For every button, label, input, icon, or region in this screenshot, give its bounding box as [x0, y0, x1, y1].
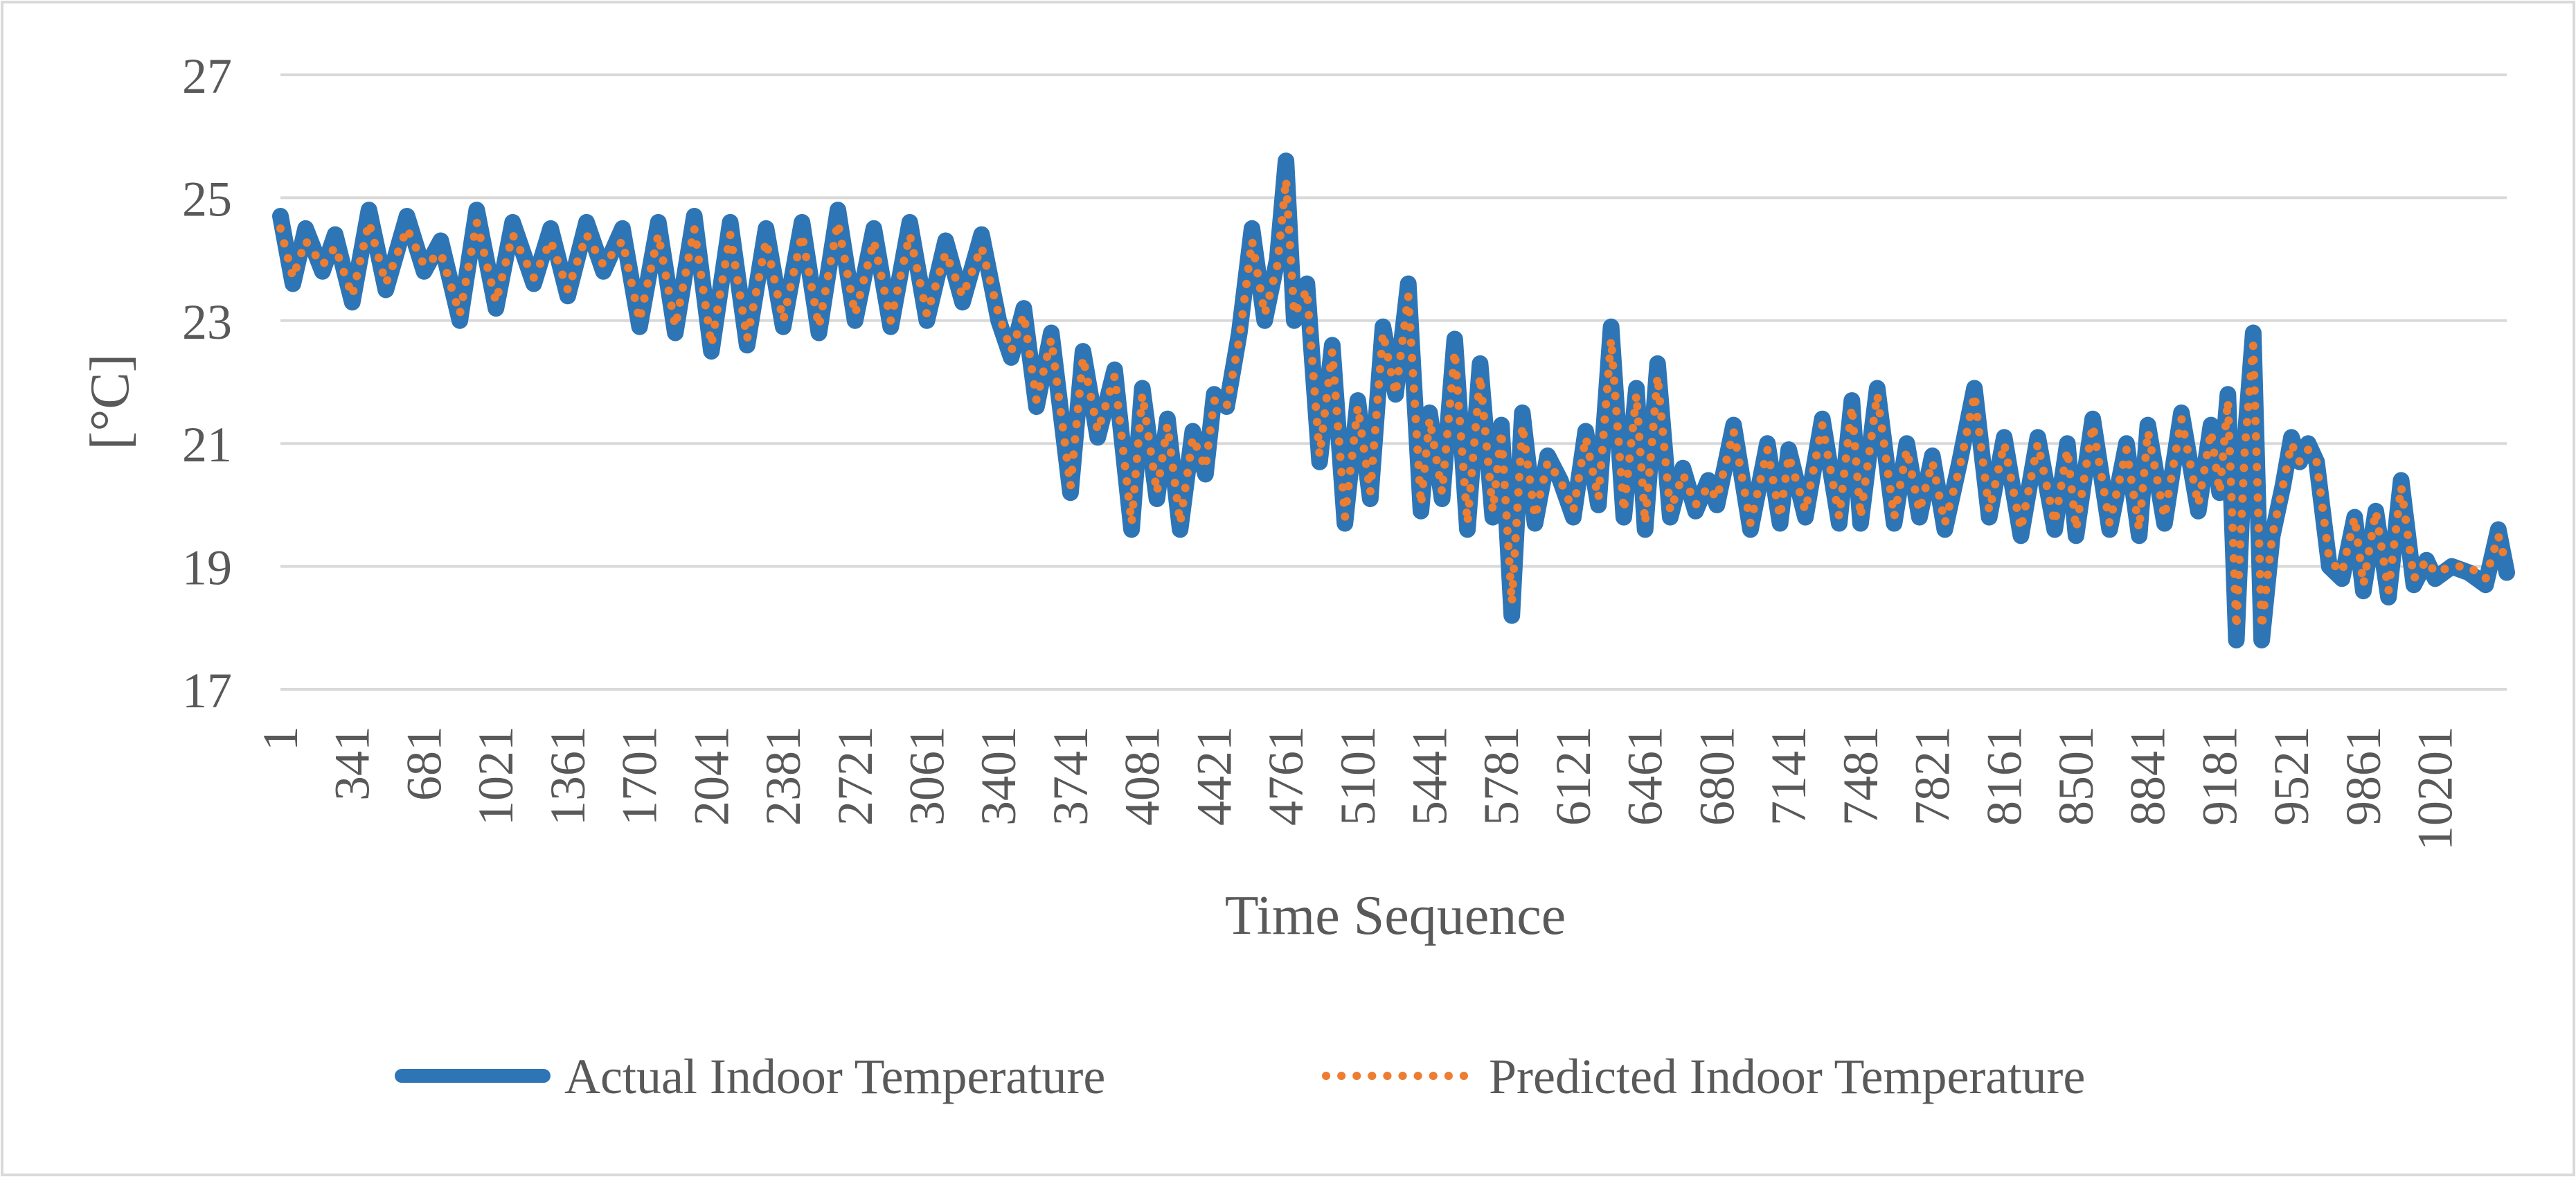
x-tick-label: 3741	[1043, 726, 1098, 826]
actual-temperature-line	[272, 152, 2515, 648]
x-tick-label: 5101	[1330, 726, 1386, 826]
predicted-temperature-line	[276, 175, 2511, 632]
x-tick-label: 1021	[468, 726, 524, 826]
legend-label: Actual Indoor Temperature	[564, 1049, 1105, 1104]
y-tick-label: 25	[182, 171, 232, 227]
x-axis-label: Time Sequence	[1225, 885, 1566, 946]
x-tick-label: 3061	[899, 726, 954, 826]
x-tick-label: 7141	[1761, 726, 1816, 826]
x-tick-label: 8841	[2120, 726, 2176, 826]
gridlines	[280, 73, 2507, 691]
x-tick-label: 9521	[2264, 726, 2319, 826]
x-tick-label: 6461	[1618, 726, 1673, 826]
x-tick-label: 1361	[540, 726, 596, 826]
x-tick-label: 6121	[1546, 726, 1601, 826]
y-tick-label: 27	[182, 48, 232, 104]
legend-label: Predicted Indoor Temperature	[1489, 1049, 2085, 1104]
x-tick-label: 341	[325, 726, 380, 801]
x-tick-label: 10201	[2408, 726, 2463, 851]
legend: Actual Indoor Temperature Predicted Indoo…	[395, 1049, 2085, 1104]
x-axis-tick-labels: 1 341 681 1021 1361 1701 2041 2381 2721 3061 3401 3…	[253, 726, 2463, 851]
plot-area	[272, 152, 2515, 648]
x-tick-label: 9861	[2336, 726, 2391, 826]
x-tick-label: 2721	[828, 726, 883, 826]
x-tick-label: 4421	[1186, 726, 1242, 826]
x-tick-label: 5441	[1402, 726, 1458, 826]
x-tick-label: 4761	[1258, 726, 1314, 826]
y-tick-label: 21	[182, 417, 232, 472]
x-tick-label: 1	[253, 726, 308, 751]
x-tick-label: 3401	[971, 726, 1026, 826]
y-tick-label: 17	[182, 663, 232, 718]
y-tick-label: 23	[182, 294, 232, 350]
x-tick-label: 2041	[683, 726, 739, 826]
x-tick-label: 5781	[1474, 726, 1529, 826]
x-tick-label: 681	[396, 726, 451, 801]
x-tick-label: 9181	[2192, 726, 2247, 826]
x-tick-label: 8501	[2048, 726, 2104, 826]
y-tick-label: 19	[182, 540, 232, 596]
legend-actual: Actual Indoor Temperature	[395, 1049, 1105, 1104]
x-tick-label: 7481	[1833, 726, 1888, 826]
legend-predicted: Predicted Indoor Temperature	[1322, 1049, 2085, 1104]
x-tick-label: 2381	[755, 726, 811, 826]
x-tick-label: 1701	[612, 726, 668, 826]
x-tick-label: 7821	[1905, 726, 1960, 826]
y-axis-tick-labels: 17 19 21 23 25 27	[182, 48, 232, 718]
x-tick-label: 6801	[1689, 726, 1744, 826]
x-tick-label: 4081	[1115, 726, 1170, 826]
x-tick-label: 8161	[1976, 726, 2032, 826]
y-axis-label: [°C]	[80, 354, 141, 450]
